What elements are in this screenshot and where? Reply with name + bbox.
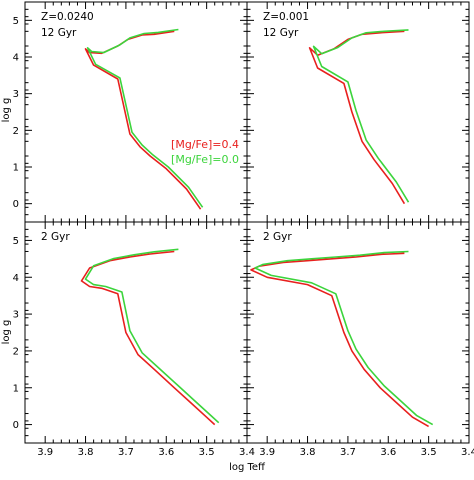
x-tick-label: 3.4 — [461, 447, 474, 458]
y-tick-label: 3 — [13, 89, 19, 100]
panel-label: Z=0.001 — [263, 11, 309, 23]
y-tick-label: 1 — [13, 383, 19, 394]
legend: [Mg/Fe]=0.4 [Mg/Fe]=0.0 — [171, 138, 239, 166]
y-axis-title-bottom: log g — [1, 320, 12, 345]
y-tick-label: 3 — [13, 310, 19, 321]
y-tick-label: 2 — [13, 126, 19, 137]
series-line — [312, 29, 410, 203]
y-tick-label: 0 — [13, 199, 19, 210]
panel-bottom-right: 3.9 3.8 3.7 3.6 3.5 3.4 2 Gyr — [246, 221, 474, 458]
y-tick-label: 2 — [13, 346, 19, 357]
series-line — [250, 252, 429, 428]
x-tick-label: 3.6 — [380, 447, 396, 458]
x-tick-label: 3.7 — [340, 447, 356, 458]
y-tick-label: 5 — [13, 16, 19, 27]
panel-bottom-left: 3.9 3.8 3.7 3.6 3.5 3.4 0 1 2 3 4 5 2 Gyr — [13, 221, 255, 458]
panel-label: 12 Gyr — [41, 27, 77, 39]
panel-frame — [246, 221, 470, 444]
legend-entry: [Mg/Fe]=0.0 — [171, 153, 239, 166]
x-tick-label: 3.5 — [199, 447, 215, 458]
series-line — [254, 250, 434, 426]
y-tick-label: 4 — [13, 273, 19, 284]
y-tick-label: 4 — [13, 53, 19, 64]
panel-top-left: 0 1 2 3 4 5 Z=0.0240 12 Gyr — [13, 1, 248, 223]
panel-label: 2 Gyr — [41, 231, 70, 243]
x-tick-label: 3.9 — [259, 447, 275, 458]
x-tick-label: 3.5 — [421, 447, 437, 458]
series-line — [86, 28, 204, 208]
panel-top-right: Z=0.001 12 Gyr — [246, 1, 470, 223]
panel-label: 12 Gyr — [263, 27, 299, 39]
x-tick-label: 3.6 — [158, 447, 174, 458]
y-axis-title-top: log g — [1, 98, 12, 123]
x-tick-label: 3.8 — [78, 447, 94, 458]
y-tick-label: 0 — [13, 420, 19, 431]
x-tick-label: 3.9 — [37, 447, 53, 458]
x-tick-label: 3.7 — [118, 447, 134, 458]
y-tick-label: 1 — [13, 163, 19, 174]
series-line — [308, 30, 406, 205]
series-line — [84, 30, 202, 210]
panel-label: Z=0.0240 — [41, 11, 94, 23]
x-axis-title: log Teff — [229, 462, 266, 473]
axis-titles: log Teff log g log g — [1, 98, 266, 473]
series-line — [84, 248, 220, 424]
y-tick-label: 5 — [13, 236, 19, 247]
series-line — [80, 250, 216, 426]
panel-label: 2 Gyr — [263, 231, 292, 243]
x-tick-label: 3.8 — [300, 447, 316, 458]
x-tick-label: 3.4 — [239, 447, 255, 458]
legend-entry: [Mg/Fe]=0.4 — [171, 138, 239, 151]
